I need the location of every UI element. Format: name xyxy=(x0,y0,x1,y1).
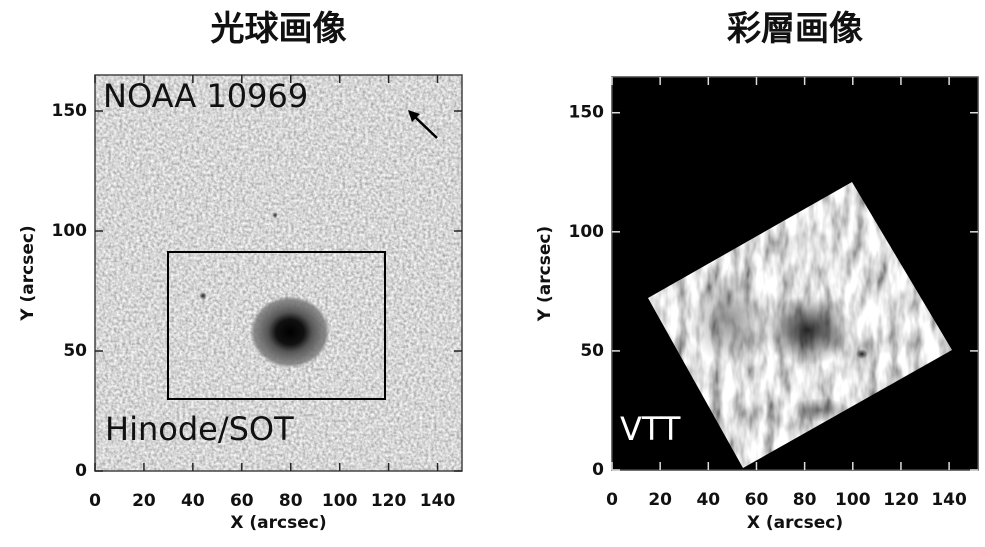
x-tick-label: 120 xyxy=(883,490,919,510)
x-tick-label: 0 xyxy=(606,490,618,510)
figure: 光球画像 X (arcsec) Y (arcsec) 0 20 40 60 80 100 120 1… xyxy=(0,0,985,543)
pore xyxy=(272,212,278,218)
y-tick-label: 150 xyxy=(52,101,88,121)
x-tick-label: 100 xyxy=(322,491,358,511)
chart-title: 彩層画像 xyxy=(727,9,863,49)
x-tick-label: 60 xyxy=(745,490,769,510)
chart-title: 光球画像 xyxy=(211,9,347,49)
y-tick-label: 100 xyxy=(52,221,88,241)
x-tick-label: 100 xyxy=(835,490,871,510)
x-tick-label: 140 xyxy=(420,491,456,511)
x-tick-label: 20 xyxy=(132,491,156,511)
annotation: Hinode/SOT xyxy=(105,410,294,448)
x-tick-label: 0 xyxy=(89,491,101,511)
y-tick-label: 150 xyxy=(569,103,605,123)
y-axis-label: Y (arcsec) xyxy=(535,226,555,322)
y-axis-label: Y (arcsec) xyxy=(18,225,38,321)
y-tick-label: 0 xyxy=(75,461,87,481)
y-tick-label: 100 xyxy=(569,222,605,242)
x-tick-label: 80 xyxy=(279,491,303,511)
pore xyxy=(199,292,207,300)
x-axis-label: X (arcsec) xyxy=(230,513,326,533)
x-tick-label: 140 xyxy=(931,490,967,510)
x-tick-label: 60 xyxy=(230,491,254,511)
pore xyxy=(856,349,868,359)
plage-dark xyxy=(690,275,770,365)
x-axis-label: X (arcsec) xyxy=(747,513,843,533)
y-tick-label: 50 xyxy=(63,341,87,361)
annotation: NOAA 10969 xyxy=(103,77,308,115)
x-tick-label: 40 xyxy=(696,490,720,510)
x-tick-label: 80 xyxy=(793,490,817,510)
y-tick-label: 0 xyxy=(592,460,604,480)
y-tick-label: 50 xyxy=(580,341,604,361)
x-tick-label: 20 xyxy=(648,490,672,510)
sunspot xyxy=(250,296,330,368)
x-tick-label: 40 xyxy=(181,491,205,511)
x-tick-label: 120 xyxy=(371,491,407,511)
sunspot xyxy=(763,295,853,365)
annotation: VTT xyxy=(620,410,681,448)
